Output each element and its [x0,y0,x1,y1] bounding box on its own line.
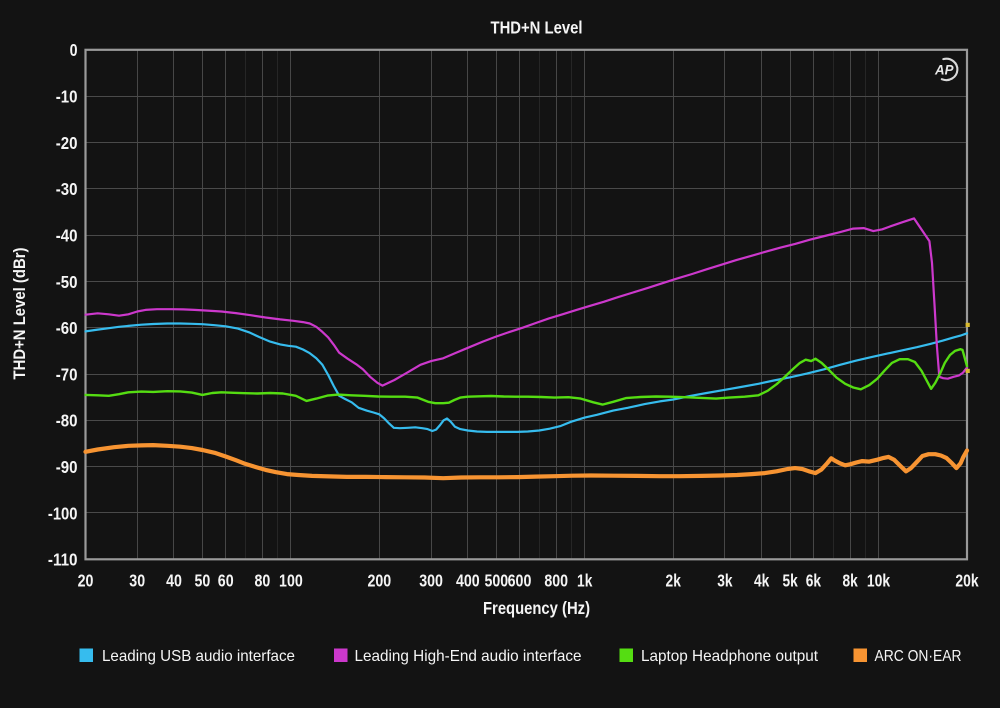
svg-text:-50: -50 [56,272,78,292]
svg-text:2k: 2k [666,571,682,591]
svg-text:400: 400 [456,571,480,591]
svg-text:Leading USB audio interface: Leading USB audio interface [102,648,295,665]
svg-text:1k: 1k [577,571,593,591]
svg-text:THD+N Level (dBr): THD+N Level (dBr) [10,248,29,380]
svg-text:40: 40 [166,571,182,591]
svg-text:-60: -60 [56,318,78,338]
svg-text:-80: -80 [56,411,78,431]
svg-text:20: 20 [78,571,94,591]
svg-text:-90: -90 [56,457,78,477]
svg-text:60: 60 [218,571,234,591]
svg-text:10k: 10k [867,571,890,591]
svg-text:6k: 6k [806,571,822,591]
svg-text:-30: -30 [56,179,78,199]
svg-text:-40: -40 [56,226,78,246]
svg-text:30: 30 [129,571,145,591]
svg-text:-70: -70 [56,364,78,384]
svg-text:-100: -100 [48,503,78,523]
svg-text:-20: -20 [56,133,78,153]
svg-text:800: 800 [544,571,568,591]
svg-text:300: 300 [419,571,443,591]
svg-text:-110: -110 [48,550,78,570]
svg-text:3k: 3k [717,571,733,591]
svg-text:200: 200 [367,571,391,591]
svg-text:Frequency (Hz): Frequency (Hz) [483,598,590,618]
svg-text:Laptop Headphone output: Laptop Headphone output [641,648,819,665]
svg-text:THD+N Level: THD+N Level [491,17,583,37]
svg-text:600: 600 [508,571,532,591]
svg-text:80: 80 [255,571,271,591]
svg-text:AP: AP [934,61,954,77]
svg-text:ARC ON·EAR: ARC ON·EAR [875,648,962,665]
svg-text:20k: 20k [955,571,978,591]
svg-text:4k: 4k [754,571,770,591]
svg-text:8k: 8k [842,571,858,591]
svg-text:100: 100 [279,571,303,591]
svg-text:50: 50 [195,571,211,591]
svg-text:500: 500 [484,571,508,591]
svg-text:-10: -10 [56,87,78,107]
svg-text:5k: 5k [782,571,798,591]
svg-text:0: 0 [70,40,78,60]
svg-text:Leading High-End audio interfa: Leading High-End audio interface [355,648,582,665]
